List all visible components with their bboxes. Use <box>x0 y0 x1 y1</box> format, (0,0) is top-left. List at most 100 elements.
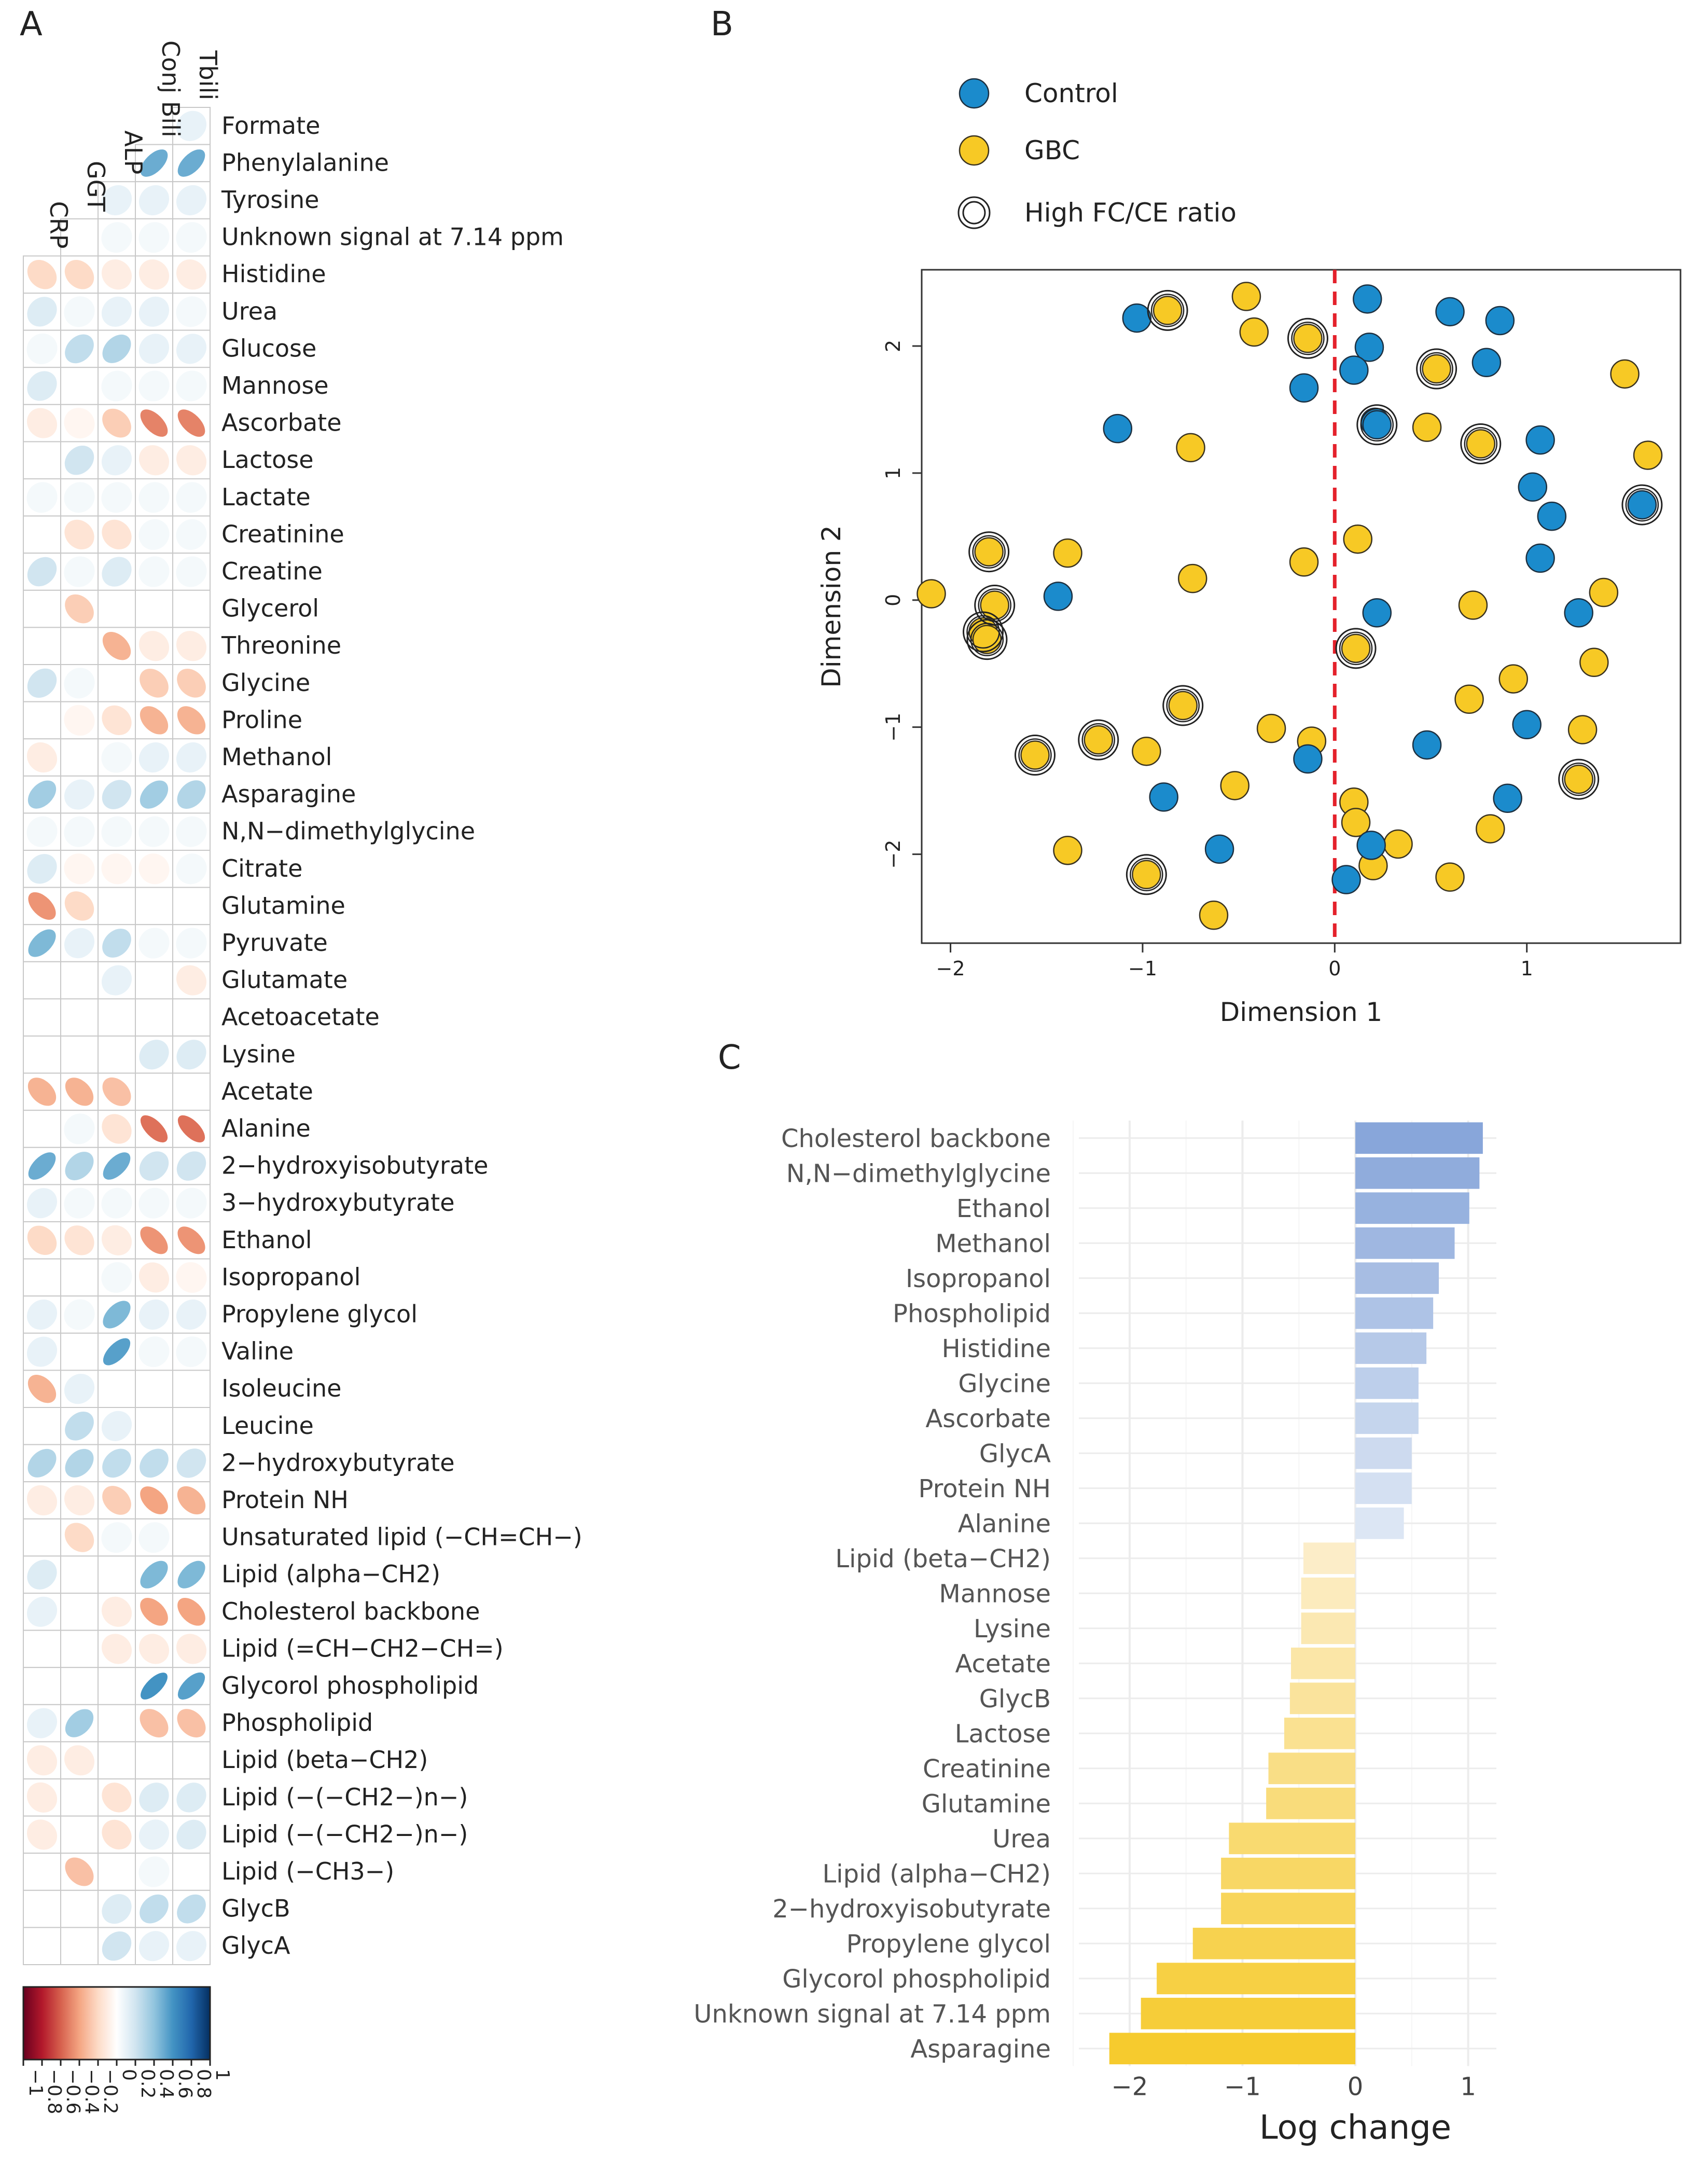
bar <box>1266 1787 1356 1819</box>
heatmap-ellipse <box>65 334 94 364</box>
heatmap-ellipse <box>64 222 95 253</box>
point-gbc <box>1341 808 1371 837</box>
heatmap-ellipse <box>27 1448 57 1477</box>
heatmap-ellipse <box>64 1113 95 1144</box>
bar-category-label: Asparagine <box>910 2035 1051 2064</box>
point-control <box>1627 490 1657 520</box>
bar-category-label: Glutamine <box>922 1789 1051 1818</box>
heatmap-ellipse <box>138 1262 170 1293</box>
bar <box>1355 1472 1412 1504</box>
bar-category-label: Isopropanol <box>906 1264 1051 1293</box>
heatmap-ellipse <box>138 1856 170 1887</box>
row-label: Proline <box>221 706 302 734</box>
heatmap-ellipse <box>26 1745 58 1776</box>
heatmap-ellipse <box>64 1633 95 1665</box>
heatmap-ellipse <box>140 668 169 698</box>
heatmap-ellipse <box>176 296 207 327</box>
row-label: Phenylalanine <box>221 148 389 176</box>
heatmap-ellipse <box>101 1039 132 1070</box>
row-label: Glucose <box>221 334 316 362</box>
heatmap-ellipse <box>139 1151 169 1181</box>
point-high-ratio-outer <box>1015 735 1056 776</box>
row-label: Acetate <box>221 1077 313 1105</box>
point-high-ratio-outer <box>966 619 1008 660</box>
bar <box>1229 1822 1356 1855</box>
x-tick-label: 0 <box>1348 2073 1364 2102</box>
heatmap-ellipse <box>103 1338 131 1365</box>
heatmap-ellipse <box>26 1485 58 1516</box>
heatmap-ellipse <box>138 816 170 847</box>
bar <box>1355 1122 1483 1154</box>
heatmap-ellipse <box>64 1374 95 1404</box>
heatmap-ellipse <box>64 519 94 550</box>
heatmap-ellipse <box>26 1113 58 1144</box>
point-high-ratio-inner <box>1150 294 1185 327</box>
heatmap-ellipse <box>101 222 132 253</box>
row-label: Protein NH <box>221 1486 349 1514</box>
heatmap-ellipse <box>26 1188 58 1219</box>
x-tick-label: 1 <box>1460 2073 1476 2102</box>
heatmap-ellipse <box>138 631 170 661</box>
heatmap-ellipse <box>138 1410 170 1442</box>
heatmap-ellipse <box>102 632 131 660</box>
legend-label-control: Control <box>1024 78 1118 108</box>
point-gbc <box>1152 296 1183 325</box>
heatmap-ellipse <box>26 1262 58 1293</box>
heatmap-ellipse <box>102 557 132 587</box>
heatmap-ellipse <box>176 1819 206 1850</box>
row-label: Isoleucine <box>221 1374 341 1402</box>
heatmap-ellipse <box>176 1151 206 1181</box>
heatmap-ellipse <box>64 1523 94 1552</box>
heatmap-ellipse <box>64 1893 95 1925</box>
point-gbc <box>1239 317 1269 347</box>
heatmap-ellipse <box>64 779 95 810</box>
row-label: Mannose <box>221 371 329 399</box>
point-gbc <box>1458 590 1488 620</box>
colorbar-tick-label: 0.2 <box>137 2069 158 2098</box>
point-gbc <box>1168 691 1198 721</box>
heatmap-ellipse <box>64 742 95 773</box>
point-control <box>1354 333 1384 362</box>
point-control <box>1435 297 1465 327</box>
x-tick-label: −1 <box>1224 2073 1261 2102</box>
row-label: Glutamine <box>221 891 345 919</box>
heatmap-ellipse <box>176 370 207 402</box>
bar <box>1355 1192 1469 1224</box>
heatmap-ellipse <box>26 1596 58 1627</box>
heatmap-ellipse <box>27 557 57 587</box>
heatmap-ellipse <box>138 1634 170 1664</box>
colorbar-tick-label: 0 <box>118 2069 140 2081</box>
heatmap-ellipse <box>176 1002 207 1033</box>
point-high-ratio-outer <box>1287 317 1328 359</box>
point-gbc <box>1422 354 1451 384</box>
heatmap-ellipse <box>27 854 57 884</box>
heatmap-ellipse <box>102 1819 132 1850</box>
point-high-ratio-inner <box>1081 723 1115 757</box>
heatmap-ellipse <box>26 1299 58 1330</box>
heatmap-ellipse <box>140 706 169 735</box>
heatmap-ellipse <box>64 705 95 736</box>
heatmap-ellipse <box>140 1709 169 1738</box>
heatmap-ellipse <box>140 1115 168 1143</box>
heatmap-ellipse <box>101 296 132 327</box>
heatmap-ellipse <box>64 1187 95 1219</box>
point-gbc <box>1289 547 1319 577</box>
heatmap-ellipse <box>26 705 58 736</box>
legend-marker-high-ratio-outer <box>957 196 991 229</box>
heatmap-ellipse <box>140 780 169 809</box>
heatmap-ellipse <box>27 668 57 698</box>
heatmap-ellipse <box>28 892 56 920</box>
heatmap-ellipse <box>138 1187 170 1219</box>
row-label: Tyrosine <box>221 186 319 214</box>
bar-category-label: Phospholipid <box>893 1299 1051 1328</box>
panel-a-correlation-heatmap: Formate Phenylalanine Tyrosine Unknown sign… <box>22 40 582 2114</box>
heatmap-ellipse <box>26 1670 58 1702</box>
legend-label-high-ratio: High FC/CE ratio <box>1024 198 1237 228</box>
bar-category-label: N,N−dimethylglycine <box>786 1159 1051 1188</box>
panel-label-c: C <box>718 1039 741 1077</box>
point-gbc <box>1476 814 1505 844</box>
heatmap-ellipse <box>177 1226 205 1254</box>
heatmap-ellipse <box>138 1299 170 1330</box>
bar-category-label: 2−hydroxyisobutyrate <box>772 1895 1051 1924</box>
row-label: Alanine <box>221 1114 311 1142</box>
